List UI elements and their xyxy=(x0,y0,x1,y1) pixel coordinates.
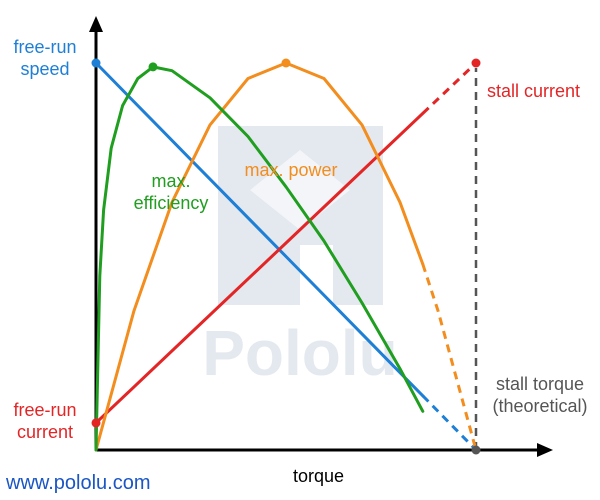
free-run-speed-label-line2: speed xyxy=(20,59,70,79)
free-run-speed-label: free-run speed xyxy=(0,36,90,80)
efficiency-line xyxy=(94,65,425,452)
free-run-current-label: free-run current xyxy=(0,399,90,443)
stall-torque-label-line1: stall torque xyxy=(495,374,585,394)
max-efficiency-label-line1: max. xyxy=(151,171,191,191)
x-axis-label: torque xyxy=(293,466,345,486)
point-stall-5 xyxy=(471,445,481,455)
current-line xyxy=(94,111,425,425)
speed-line-dashed xyxy=(421,394,478,452)
stall-torque-label-line2: (theoretical) xyxy=(492,396,588,416)
watermark-text: Pololu xyxy=(202,317,398,389)
y-axis-arrow-icon xyxy=(89,16,103,32)
max-efficiency-label: max. efficiency xyxy=(116,170,226,214)
point-speed-0 xyxy=(91,58,101,68)
max-power-label: max. power xyxy=(244,160,338,180)
free-run-current-label-line1: free-run xyxy=(13,400,77,420)
stall-current-label: stall current xyxy=(487,81,581,101)
point-current-2 xyxy=(471,58,481,68)
speed-line xyxy=(94,61,425,398)
free-run-current-label-line2: current xyxy=(16,422,74,442)
x-axis-arrow-icon xyxy=(537,443,553,457)
power-line xyxy=(94,61,425,452)
max-efficiency-label-line2: efficiency xyxy=(133,193,209,213)
point-power-3 xyxy=(281,58,291,68)
point-efficiency-4 xyxy=(148,62,158,72)
axes xyxy=(89,16,553,457)
stall-torque-label: stall torque (theoretical) xyxy=(480,373,600,417)
free-run-speed-label-line1: free-run xyxy=(13,37,77,57)
point-current-1 xyxy=(91,418,101,428)
power-line-dashed xyxy=(421,263,478,451)
current-line-dashed xyxy=(421,61,478,115)
marker-points xyxy=(91,58,481,455)
series-lines xyxy=(94,61,478,452)
website-link[interactable]: www.pololu.com xyxy=(6,472,151,494)
